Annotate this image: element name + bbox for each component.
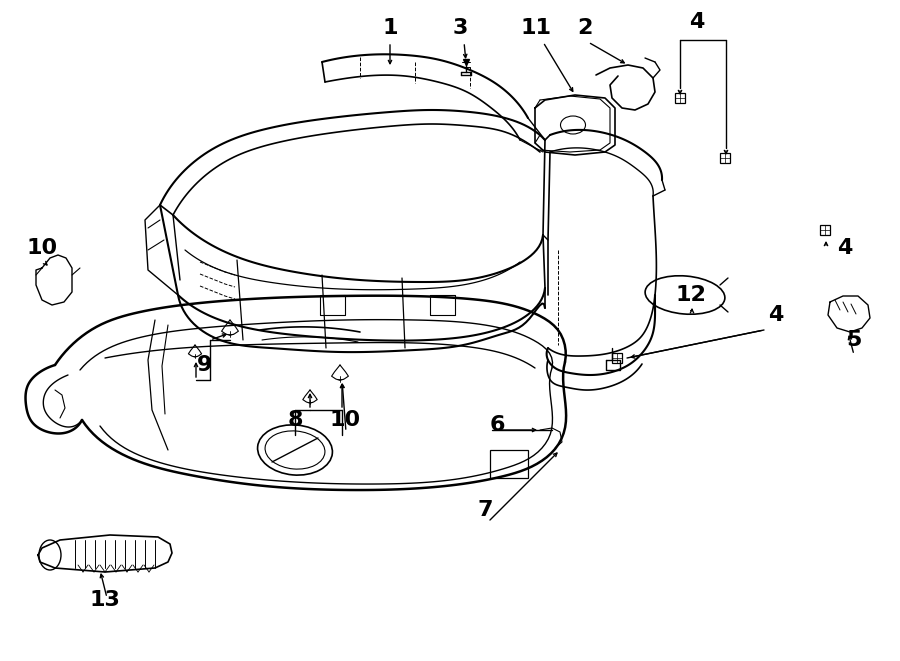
Ellipse shape [266,431,325,469]
Text: 3: 3 [453,18,468,38]
Bar [490,450,528,478]
Text: 13: 13 [90,590,121,610]
Text: 7: 7 [477,500,493,520]
Text: 8: 8 [287,410,302,430]
Ellipse shape [257,425,332,475]
Text: 2: 2 [577,18,593,38]
Text: 11: 11 [520,18,552,38]
Text: 4: 4 [769,305,784,325]
Text: 6: 6 [490,415,505,435]
Bar [612,353,622,363]
Text: 4: 4 [689,12,705,32]
Text: 5: 5 [846,330,861,350]
Bar [720,153,730,163]
Text: 12: 12 [676,285,706,305]
Text: 10: 10 [26,238,58,258]
Text: 9: 9 [197,355,212,375]
Text: 10: 10 [329,410,361,430]
Text: 1: 1 [382,18,398,38]
Bar [675,93,685,103]
Text: 4: 4 [837,238,852,258]
Bar [820,225,830,235]
